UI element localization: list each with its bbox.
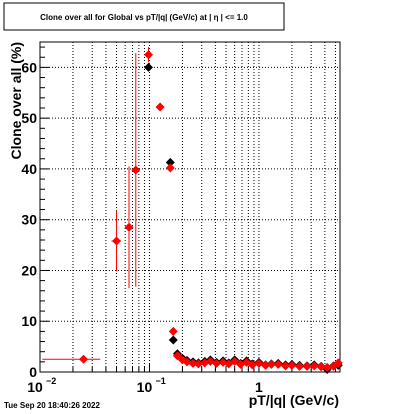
chart-title: Clone over all for Global vs pT/|q| (GeV… xyxy=(40,13,248,22)
red-data-point xyxy=(295,361,305,371)
y-tick-label: 30 xyxy=(21,212,37,228)
black-data-point xyxy=(168,335,178,345)
red-data-point xyxy=(322,362,332,372)
title-box: Clone over all for Global vs pT/|q| (GeV… xyxy=(3,2,285,31)
red-data-point xyxy=(316,362,326,372)
red-data-point xyxy=(247,360,257,370)
black-data-point xyxy=(165,157,175,167)
red-data-point xyxy=(124,222,134,232)
red-data-point xyxy=(172,351,182,361)
red-data-point xyxy=(302,361,312,371)
y-axis-label: Clone over all (%) xyxy=(8,42,24,159)
red-data-point xyxy=(333,358,343,368)
y-tick-label: 20 xyxy=(21,262,37,278)
red-data-point xyxy=(281,361,291,371)
red-data-point xyxy=(261,360,271,370)
y-tick-label: 50 xyxy=(21,110,37,126)
red-data-point xyxy=(131,165,141,175)
y-tick-label: 10 xyxy=(21,313,37,329)
red-data-point xyxy=(273,359,283,369)
y-tick-label: 60 xyxy=(21,59,37,75)
x-axis-label: pT/|q| (GeV/c) xyxy=(249,392,339,408)
red-data-point xyxy=(254,358,264,368)
red-data-point xyxy=(155,102,165,112)
x-tick-exponent: −2 xyxy=(46,376,56,386)
x-tick-label: 1 xyxy=(255,379,263,395)
data-points xyxy=(79,50,343,374)
grid-layer xyxy=(40,42,340,372)
red-data-point xyxy=(212,358,222,368)
red-data-point xyxy=(168,326,178,336)
red-data-point xyxy=(79,354,89,364)
y-tick-label: 40 xyxy=(21,161,37,177)
red-data-point xyxy=(266,359,276,369)
y-tick-label: 0 xyxy=(29,364,37,380)
red-data-point xyxy=(287,360,297,370)
title-box-frame xyxy=(3,2,285,31)
black-data-point xyxy=(144,62,154,72)
plot-frame xyxy=(39,41,341,373)
date-stamp: Tue Sep 20 18:40:26 2022 xyxy=(4,401,100,410)
red-data-point xyxy=(165,163,175,173)
red-data-point xyxy=(188,358,198,368)
red-data-point xyxy=(309,361,319,371)
red-data-point xyxy=(144,50,154,60)
x-tick-label: 10 xyxy=(137,379,153,395)
x-tick-exponent: −1 xyxy=(155,376,165,386)
red-data-point xyxy=(112,236,122,246)
red-data-point xyxy=(193,359,203,369)
red-data-point xyxy=(182,357,192,367)
x-tick-label: 10 xyxy=(27,379,43,395)
